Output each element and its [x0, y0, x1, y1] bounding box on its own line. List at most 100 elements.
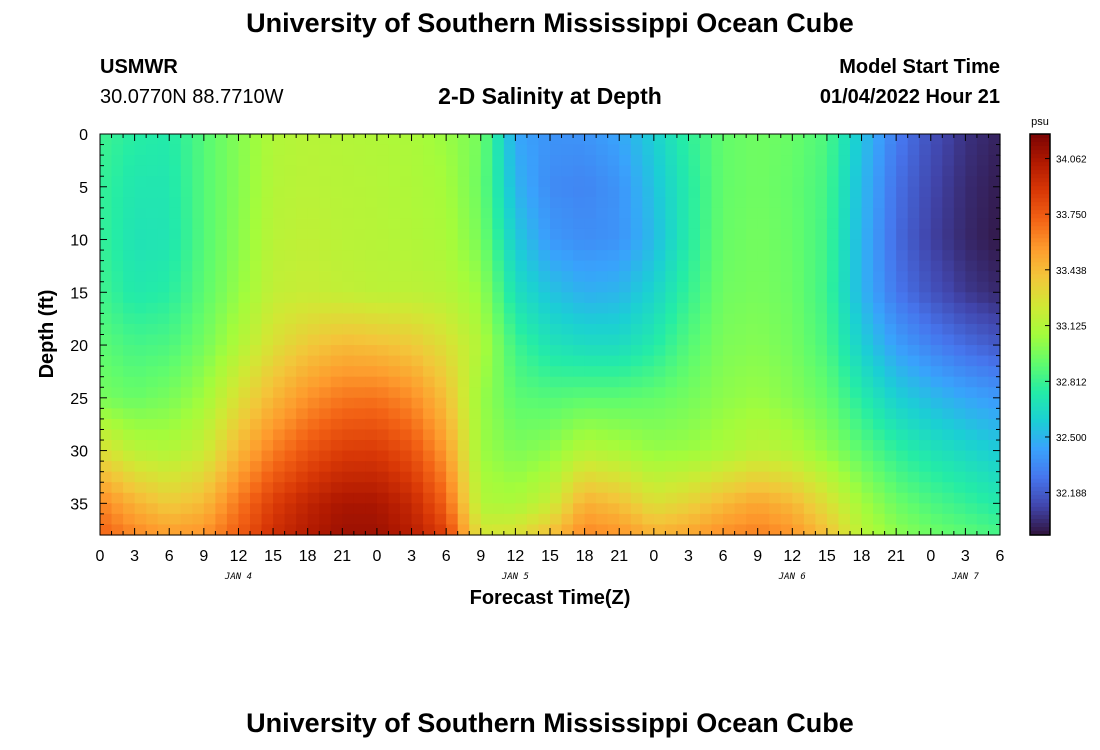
- heatmap-cell: [469, 418, 482, 431]
- heatmap-cell: [850, 239, 863, 251]
- heatmap-cell: [930, 271, 943, 283]
- heatmap-cell: [700, 503, 713, 515]
- heatmap-cell: [838, 250, 851, 262]
- heatmap-cell: [342, 271, 355, 283]
- heatmap-cell: [919, 228, 932, 241]
- heatmap-cell: [319, 345, 332, 357]
- heatmap-cell: [353, 482, 366, 494]
- heatmap-cell: [296, 503, 309, 515]
- heatmap-cell: [273, 144, 286, 156]
- heatmap-cell: [238, 387, 251, 399]
- heatmap-cell: [215, 302, 228, 314]
- heatmap-cell: [480, 197, 493, 209]
- heatmap-cell: [503, 461, 516, 473]
- heatmap-cell: [434, 482, 447, 494]
- heatmap-cell: [930, 408, 943, 420]
- heatmap-cell: [642, 207, 655, 220]
- heatmap-cell: [423, 387, 436, 399]
- heatmap-cell: [307, 134, 320, 146]
- heatmap-cell: [584, 144, 597, 156]
- heatmap-cell: [342, 218, 355, 230]
- heatmap-cell: [353, 281, 366, 293]
- heatmap-cell: [630, 471, 643, 483]
- heatmap-cell: [976, 186, 990, 198]
- heatmap-cell: [746, 281, 759, 293]
- heatmap-cell: [734, 440, 747, 452]
- heatmap-cell: [157, 492, 170, 504]
- heatmap-cell: [226, 397, 240, 409]
- heatmap-cell: [930, 313, 943, 325]
- heatmap-cell: [619, 144, 632, 156]
- heatmap-cell: [665, 155, 678, 167]
- colorbar-segment: [1030, 310, 1050, 316]
- heatmap-cell: [803, 218, 816, 230]
- heatmap-cell: [446, 176, 459, 188]
- heatmap-cell: [273, 165, 286, 177]
- footer-title: University of Southern Mississippi Ocean…: [246, 708, 854, 738]
- heatmap-cell: [619, 503, 632, 515]
- heatmap-cell: [342, 313, 355, 325]
- heatmap-cell: [446, 155, 459, 167]
- heatmap-cell: [492, 440, 505, 452]
- heatmap-cell: [942, 524, 955, 536]
- heatmap-cell: [157, 513, 170, 526]
- heatmap-cell: [688, 503, 701, 515]
- colorbar-segment: [1030, 230, 1050, 235]
- heatmap-cell: [226, 492, 240, 504]
- heatmap-cell: [792, 461, 805, 473]
- heatmap-cell: [965, 302, 978, 314]
- heatmap-cell: [226, 408, 240, 420]
- heatmap-cell: [746, 355, 759, 367]
- heatmap-cell: [630, 345, 643, 357]
- heatmap-cell: [653, 207, 666, 220]
- heatmap-cell: [711, 302, 724, 314]
- heatmap-cell: [907, 207, 920, 220]
- heatmap-cell: [515, 408, 528, 420]
- heatmap-cell: [630, 228, 643, 241]
- heatmap-cell: [884, 323, 897, 336]
- heatmap-cell: [976, 239, 990, 251]
- heatmap-cell: [203, 471, 216, 483]
- heatmap-cell: [192, 429, 205, 441]
- heatmap-cell: [319, 450, 332, 462]
- colorbar-segment: [1030, 182, 1050, 187]
- heatmap-cell: [873, 260, 886, 272]
- heatmap-cell: [896, 450, 909, 462]
- heatmap-cell: [307, 197, 320, 209]
- heatmap-cell: [896, 334, 909, 346]
- heatmap-cell: [365, 408, 378, 420]
- heatmap-cell: [850, 228, 863, 241]
- heatmap-cell: [226, 513, 240, 526]
- heatmap-cell: [307, 302, 320, 314]
- heatmap-cell: [850, 461, 863, 473]
- colorbar-segment: [1030, 430, 1050, 436]
- heatmap-cell: [573, 471, 586, 483]
- heatmap-cell: [250, 186, 263, 198]
- heatmap-cell: [700, 228, 713, 241]
- heatmap-cell: [619, 376, 632, 388]
- heatmap-cell: [942, 345, 955, 357]
- heatmap-cell: [261, 207, 274, 220]
- heatmap-cell: [700, 461, 713, 473]
- heatmap-cell: [261, 155, 274, 167]
- heatmap-cell: [850, 450, 863, 462]
- heatmap-cell: [665, 239, 678, 251]
- heatmap-cell: [596, 503, 609, 515]
- heatmap-cell: [919, 271, 932, 283]
- heatmap-cell: [838, 228, 851, 241]
- heatmap-cell: [100, 387, 113, 399]
- heatmap-cell: [884, 471, 897, 483]
- heatmap-cell: [192, 302, 205, 314]
- heatmap-cell: [157, 345, 170, 357]
- heatmap-cell: [561, 524, 574, 536]
- heatmap-cell: [261, 503, 274, 515]
- heatmap-cell: [630, 503, 643, 515]
- heatmap-cell: [965, 366, 978, 378]
- heatmap-cell: [769, 376, 782, 388]
- heatmap-cell: [769, 207, 782, 220]
- heatmap-cell: [169, 503, 182, 515]
- heatmap-cell: [423, 376, 436, 388]
- heatmap-cell: [273, 450, 286, 462]
- heatmap-cell: [423, 250, 436, 262]
- heatmap-cell: [469, 461, 482, 473]
